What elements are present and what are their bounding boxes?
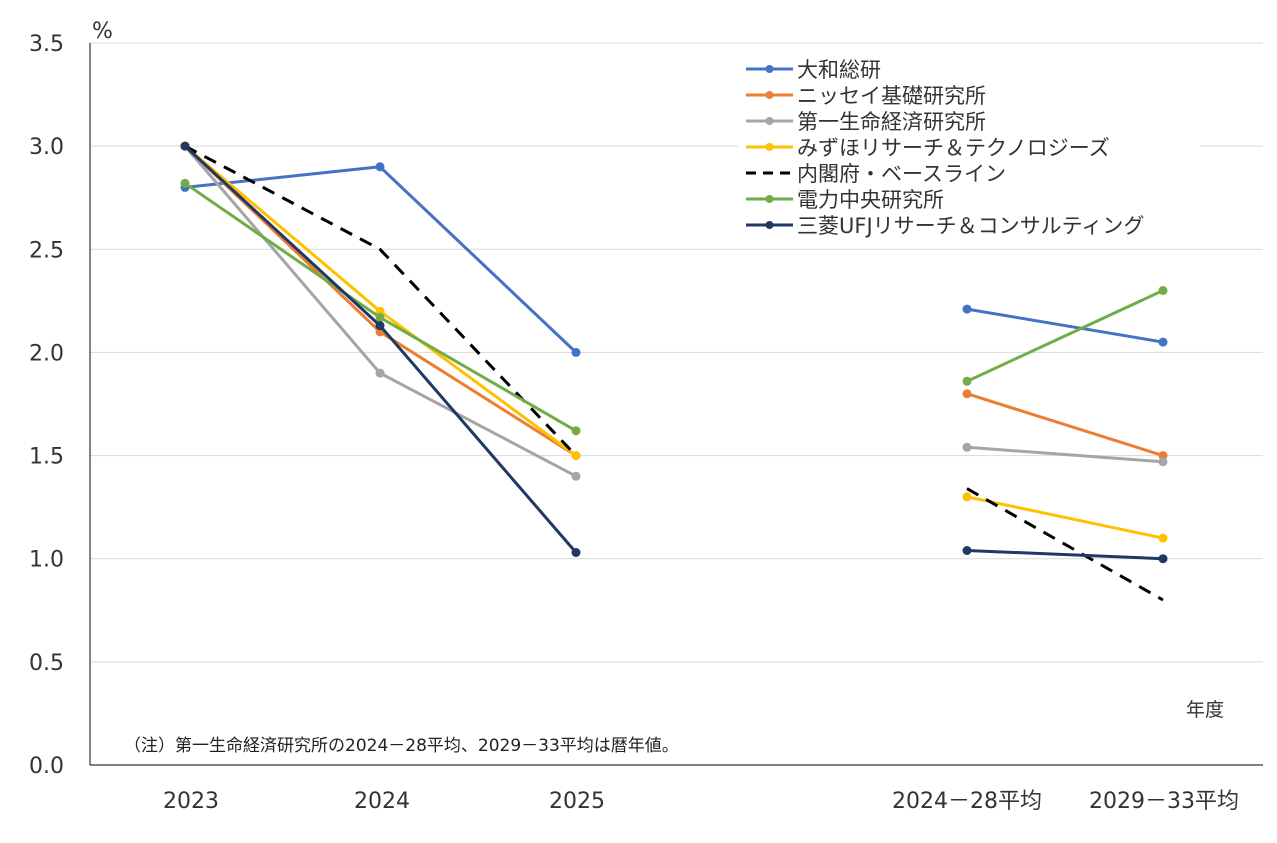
legend-item: 内閣府・ベースライン <box>746 162 1006 186</box>
legend-item: 大和総研 <box>746 58 881 82</box>
legend-label: みずほリサーチ＆テクノロジーズ <box>797 136 1110 160</box>
series-line <box>184 144 578 457</box>
series-line <box>966 495 1164 540</box>
x-tick-label: 2025 <box>549 789 605 814</box>
data-point <box>571 471 581 481</box>
legend-label: 大和総研 <box>797 58 881 82</box>
series-5 <box>180 178 1168 436</box>
y-unit-label: % <box>92 19 113 44</box>
x-tick-label: 2023 <box>163 789 219 814</box>
y-tick-label: 3.0 <box>29 135 64 160</box>
legend-label: 第一生命経済研究所 <box>797 110 986 134</box>
data-point <box>1158 286 1168 295</box>
chart-note: （注）第一生命経済研究所の2024－28平均、2029－33平均は暦年値。 <box>124 736 679 756</box>
gridlines <box>90 42 1263 663</box>
series-6 <box>180 141 1168 564</box>
series-line <box>966 549 1164 561</box>
legend-marker <box>765 91 774 99</box>
data-point <box>962 546 972 555</box>
data-point <box>1158 533 1168 543</box>
x-tick-label: 2024－28平均 <box>892 789 1042 814</box>
data-point <box>180 141 190 151</box>
x-tick-label: 2024 <box>354 789 410 814</box>
series-line <box>183 145 577 457</box>
data-point <box>1158 554 1168 564</box>
data-point <box>375 368 385 378</box>
legend-label: 内閣府・ベースライン <box>797 162 1006 186</box>
x-axis-ticks: 2023 2024 2025 2024－28平均 2029－33平均 <box>163 789 1239 814</box>
data-point <box>375 321 385 331</box>
legend-marker <box>765 143 774 151</box>
data-point <box>375 162 385 172</box>
data-point <box>962 304 972 314</box>
series-line <box>966 487 1164 602</box>
data-point <box>1158 337 1168 347</box>
legend-item: 電力中央研究所 <box>746 188 944 212</box>
y-tick-label: 2.5 <box>29 238 64 263</box>
series-line <box>184 144 577 457</box>
legend-marker <box>765 221 774 229</box>
series-3 <box>180 141 1168 543</box>
x-tick-label: 2029－33平均 <box>1089 789 1239 814</box>
series-line <box>966 307 1164 344</box>
legend-item: みずほリサーチ＆テクノロジーズ <box>746 136 1110 160</box>
data-point <box>571 426 581 436</box>
data-point <box>962 492 972 502</box>
legend-label: ニッセイ基礎研究所 <box>797 84 986 108</box>
data-point <box>1158 451 1168 461</box>
data-point <box>375 306 385 316</box>
data-point <box>962 389 972 399</box>
x-unit-label: 年度 <box>1186 699 1224 721</box>
data-point <box>571 347 581 357</box>
series-line <box>966 289 1164 383</box>
series-line <box>183 144 578 554</box>
legend: 大和総研ニッセイ基礎研究所第一生命経済研究所みずほリサーチ＆テクノロジーズ内閣府… <box>738 58 1200 248</box>
y-axis-ticks: 0.0 0.5 1.0 1.5 2.0 2.5 3.0 3.5 <box>29 32 64 779</box>
series-line <box>966 445 1164 464</box>
legend-marker <box>765 117 774 125</box>
y-tick-label: 0.5 <box>29 651 64 676</box>
legend-marker <box>765 65 774 73</box>
data-point <box>375 312 385 322</box>
y-tick-label: 0.0 <box>29 754 64 779</box>
legend-item: 第一生命経済研究所 <box>746 110 986 134</box>
y-tick-label: 2.0 <box>29 341 64 366</box>
legend-background <box>738 58 1200 248</box>
data-point <box>1158 457 1168 467</box>
data-point <box>962 376 972 386</box>
data-point <box>962 442 972 452</box>
series-4 <box>184 144 1164 602</box>
data-point <box>571 548 581 557</box>
legend-label: 三菱UFJリサーチ＆コンサルティング <box>797 214 1144 238</box>
y-tick-label: 3.5 <box>29 32 64 57</box>
legend-marker <box>765 195 774 203</box>
data-point <box>571 451 581 461</box>
data-point <box>180 178 190 188</box>
legend-item: ニッセイ基礎研究所 <box>746 84 986 108</box>
series-lines <box>180 141 1168 602</box>
y-tick-label: 1.5 <box>29 445 64 470</box>
series-line <box>966 392 1164 458</box>
y-tick-label: 1.0 <box>29 548 64 573</box>
axes <box>89 43 1263 766</box>
legend-item: 三菱UFJリサーチ＆コンサルティング <box>746 214 1144 238</box>
series-2 <box>180 141 1168 481</box>
legend-label: 電力中央研究所 <box>797 188 944 212</box>
